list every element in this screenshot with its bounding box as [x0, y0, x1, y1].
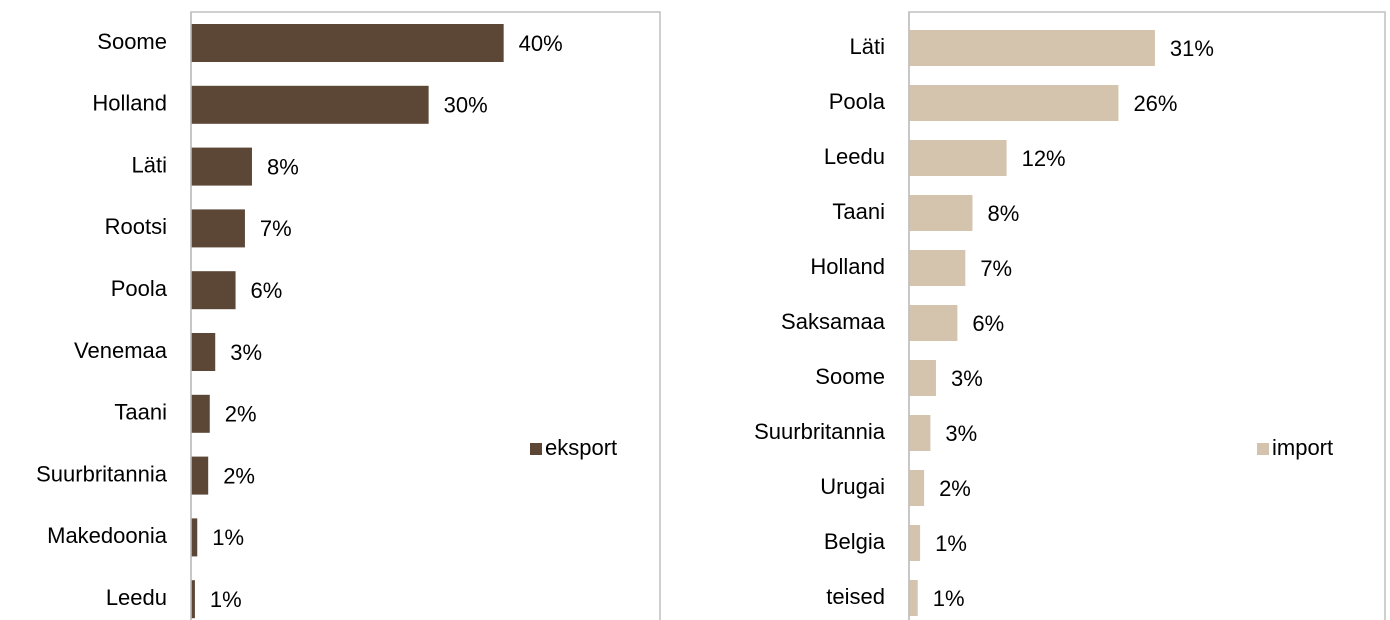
y-tick-label: Holland [92, 91, 167, 116]
bar [909, 415, 931, 451]
y-tick-label: Läti [132, 152, 167, 177]
y-tick-label: Belgia [824, 529, 886, 554]
bar [909, 360, 936, 396]
y-tick-label: Makedoonia [47, 523, 168, 548]
data-label: 1% [933, 586, 965, 611]
data-label: 40% [519, 31, 563, 56]
bar [191, 580, 195, 619]
y-tick-label: Soome [815, 364, 885, 389]
data-label: 2% [225, 402, 257, 427]
y-tick-label: teised [826, 584, 885, 609]
legend-swatch [1257, 443, 1269, 455]
data-label: 7% [260, 216, 292, 241]
bar [909, 305, 958, 341]
bar [909, 470, 925, 506]
data-label: 1% [935, 531, 967, 556]
data-label: 3% [945, 421, 977, 446]
y-tick-label: Taani [832, 199, 885, 224]
data-label: 2% [223, 463, 255, 488]
bar [191, 147, 252, 186]
bar [191, 333, 216, 371]
y-tick-label: Holland [810, 254, 885, 279]
bar [191, 518, 198, 557]
bar [909, 140, 1007, 176]
y-tick-label: Urugai [820, 474, 885, 499]
bar [909, 195, 973, 231]
bar [191, 85, 429, 124]
data-label: 6% [251, 278, 283, 303]
y-tick-label: Leedu [824, 144, 885, 169]
y-tick-label: Venemaa [74, 338, 168, 363]
bar [191, 271, 236, 310]
y-tick-label: Soome [97, 29, 167, 54]
bar [191, 209, 245, 248]
legend-label: eksport [545, 435, 617, 460]
y-tick-label: Suurbritannia [36, 461, 168, 486]
legend-swatch [530, 443, 542, 455]
y-tick-label: Taani [114, 400, 167, 425]
y-tick-label: Poola [829, 89, 886, 114]
data-label: 6% [972, 311, 1004, 336]
y-tick-label: Läti [850, 34, 885, 59]
legend-label: import [1272, 435, 1333, 460]
data-label: 1% [210, 587, 242, 612]
data-label: 30% [444, 93, 488, 118]
data-label: 8% [987, 201, 1019, 226]
data-label: 7% [980, 256, 1012, 281]
data-label: 12% [1022, 146, 1066, 171]
bar [191, 456, 209, 495]
data-label: 3% [951, 366, 983, 391]
y-tick-label: Suurbritannia [754, 419, 886, 444]
bar [191, 394, 210, 433]
data-label: 3% [230, 340, 262, 365]
bar [909, 250, 966, 286]
bar [909, 525, 921, 561]
data-label: 1% [212, 525, 244, 550]
bar [909, 580, 918, 616]
data-label: 26% [1133, 91, 1177, 116]
bar [909, 30, 1155, 66]
bar [191, 24, 504, 62]
y-tick-label: Rootsi [105, 214, 167, 239]
y-tick-label: Poola [111, 276, 168, 301]
bar [909, 85, 1119, 121]
data-label: 31% [1170, 36, 1214, 61]
y-tick-label: Leedu [106, 585, 167, 610]
y-tick-label: Saksamaa [781, 309, 886, 334]
data-label: 8% [267, 154, 299, 179]
data-label: 2% [939, 476, 971, 501]
